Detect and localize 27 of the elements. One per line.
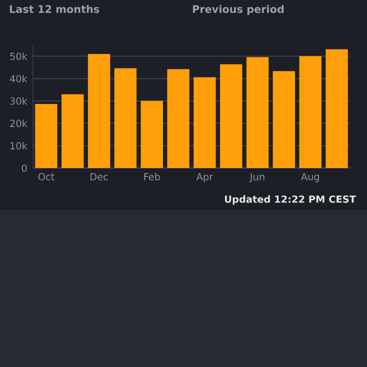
bar <box>272 71 296 168</box>
x-tick-label: Dec <box>90 173 108 180</box>
y-tick-label: 40k <box>10 74 28 82</box>
bar <box>140 100 163 168</box>
x-tick-label: Aug <box>300 173 319 182</box>
bar <box>62 94 84 168</box>
x-tick-label: Jun <box>249 173 264 182</box>
bar <box>194 77 216 168</box>
bar <box>88 54 110 168</box>
bar <box>299 56 322 168</box>
x-tick-label: Oct <box>38 173 54 180</box>
text: Last 12 months <box>10 4 100 14</box>
bar <box>114 68 137 168</box>
text: Previous period <box>192 4 284 16</box>
y-tick-label: 10k <box>10 142 28 150</box>
y-tick-label: 50k <box>10 52 28 60</box>
text: Updated 12:22 PM CEST <box>225 195 356 205</box>
bar <box>167 69 190 168</box>
x-tick-label: Apr <box>196 173 214 182</box>
y-tick-label: 0 <box>22 164 27 172</box>
bar <box>326 49 348 168</box>
bar <box>35 104 58 168</box>
y-tick-label: 30k <box>10 97 28 105</box>
x-tick-label: Feb <box>144 172 160 180</box>
bar <box>246 57 269 168</box>
y-tick-label: 20k <box>10 120 28 128</box>
bar <box>220 64 242 168</box>
